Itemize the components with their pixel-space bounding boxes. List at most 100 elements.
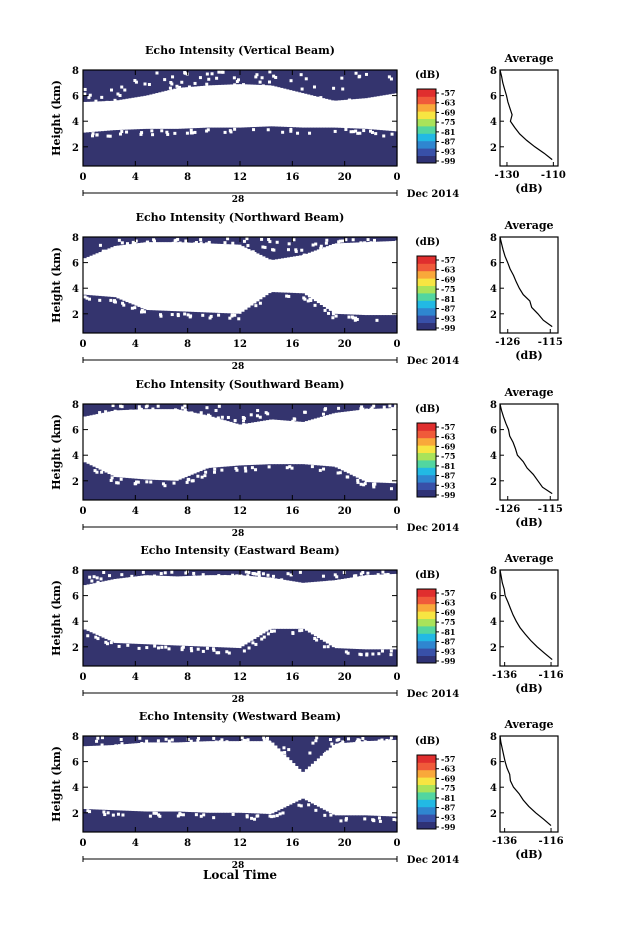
echo-gap bbox=[139, 407, 143, 411]
echo-cell bbox=[349, 128, 353, 166]
echo-cell bbox=[94, 468, 99, 500]
echo-gap bbox=[215, 76, 219, 80]
echo-gap bbox=[152, 238, 156, 242]
echo-cell bbox=[256, 736, 261, 742]
echo-cell bbox=[199, 312, 204, 333]
echo-cell bbox=[178, 128, 183, 166]
x-tick-label: 0 bbox=[80, 672, 87, 683]
echo-cell bbox=[337, 70, 341, 101]
echo-cell bbox=[316, 404, 320, 418]
echo-cell bbox=[94, 570, 99, 583]
echo-cell bbox=[151, 479, 156, 500]
echo-gap bbox=[341, 87, 345, 91]
echo-gap bbox=[175, 84, 179, 88]
echo-cell bbox=[250, 736, 255, 742]
colorbar-tick-label: -69 bbox=[441, 274, 456, 284]
echo-cell bbox=[148, 310, 153, 333]
echo-gap bbox=[243, 423, 247, 427]
echo-gap bbox=[98, 298, 102, 302]
echo-cell bbox=[379, 315, 383, 333]
colorbar-segment bbox=[417, 814, 436, 822]
echo-cell bbox=[223, 647, 228, 666]
echo-cell bbox=[364, 482, 368, 500]
echo-gap bbox=[110, 476, 114, 480]
echo-cell bbox=[382, 70, 386, 96]
echo-gap bbox=[178, 241, 182, 245]
colorbar-segment bbox=[417, 626, 436, 634]
echo-gap bbox=[299, 804, 303, 808]
echo-gap bbox=[171, 75, 175, 79]
echo-cell bbox=[166, 310, 171, 333]
echo-gap bbox=[324, 241, 328, 245]
echo-gap bbox=[358, 131, 362, 135]
echo-cell bbox=[208, 237, 213, 244]
echo-cell bbox=[205, 468, 210, 500]
echo-gap bbox=[249, 413, 253, 417]
echo-cell bbox=[382, 816, 386, 832]
average-x-tick-label: -136 bbox=[492, 670, 517, 681]
echo-cell bbox=[136, 237, 141, 244]
echo-cell bbox=[121, 643, 126, 666]
echo-cell bbox=[208, 127, 213, 166]
average-x-tick-label: -110 bbox=[541, 170, 566, 181]
echo-cell bbox=[190, 404, 195, 413]
echo-gap bbox=[208, 316, 212, 320]
echo-cell bbox=[265, 813, 270, 832]
echo-gap bbox=[335, 738, 339, 742]
echo-cell bbox=[83, 736, 87, 747]
echo-cell bbox=[145, 310, 150, 333]
echo-gap bbox=[238, 741, 242, 745]
echo-cell bbox=[364, 70, 368, 99]
echo-cell bbox=[127, 237, 132, 245]
echo-gap bbox=[281, 811, 285, 815]
colorbar-frame bbox=[416, 588, 437, 664]
average-profile-line bbox=[499, 735, 552, 827]
echo-cell bbox=[343, 815, 347, 832]
echo-cell bbox=[83, 237, 87, 259]
echo-gap bbox=[126, 643, 130, 647]
echo-gap bbox=[262, 737, 266, 741]
echo-gap bbox=[396, 736, 400, 740]
echo-gap bbox=[266, 573, 270, 577]
echo-cell bbox=[331, 237, 335, 244]
echo-cell bbox=[130, 643, 135, 666]
echo-cell bbox=[151, 70, 156, 94]
echo-cell bbox=[112, 237, 117, 246]
echo-cell bbox=[292, 404, 296, 422]
average-frame bbox=[499, 569, 559, 667]
echo-gap bbox=[294, 248, 298, 252]
echo-cell bbox=[256, 464, 261, 500]
echo-gap bbox=[150, 129, 154, 133]
echo-cell bbox=[148, 128, 153, 166]
echo-cell bbox=[379, 404, 383, 409]
echo-gap bbox=[217, 313, 221, 317]
echo-gap bbox=[281, 130, 285, 134]
average-y-tick-label: 2 bbox=[490, 809, 497, 820]
echo-gap bbox=[327, 580, 331, 584]
y-tick-label: 8 bbox=[72, 400, 79, 411]
echo-gap bbox=[325, 238, 329, 242]
echo-cell bbox=[283, 807, 287, 832]
echo-cell bbox=[379, 130, 383, 166]
echo-gap bbox=[354, 316, 358, 320]
y-axis-label: Height (km) bbox=[50, 580, 63, 656]
echo-cell bbox=[88, 70, 93, 102]
echo-cell bbox=[124, 70, 129, 99]
echo-cell bbox=[250, 464, 255, 500]
echo-cell bbox=[298, 736, 302, 769]
echo-cell bbox=[280, 70, 284, 88]
echo-cell bbox=[385, 816, 389, 832]
echo-cell bbox=[223, 812, 228, 832]
echo-gap bbox=[110, 88, 114, 92]
echo-cell bbox=[145, 644, 150, 666]
echo-gap bbox=[83, 295, 87, 299]
echo-cell bbox=[121, 736, 126, 745]
echo-cell bbox=[256, 301, 261, 333]
echo-cell bbox=[328, 237, 332, 246]
echo-gap bbox=[235, 574, 239, 578]
echo-cell bbox=[193, 736, 198, 742]
echo-cell bbox=[388, 315, 392, 333]
colorbar-unit: (dB) bbox=[415, 70, 440, 81]
echo-cell bbox=[85, 237, 90, 257]
echo-cell bbox=[184, 311, 189, 333]
